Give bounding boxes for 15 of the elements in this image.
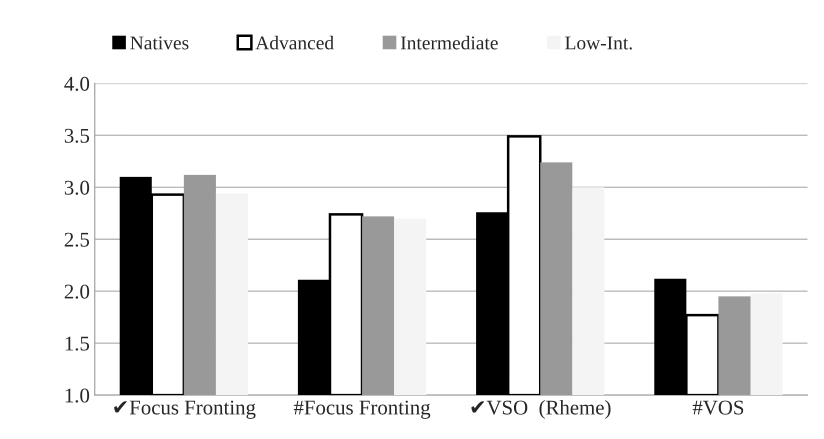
x-tick-label: ✔VSO (Rheme) <box>471 400 611 419</box>
legend-label: Natives <box>130 36 188 50</box>
legend-label: Intermediate <box>400 36 498 50</box>
y-tick-label: 1.5 <box>66 336 90 351</box>
x-tick-label: ✔Focus Fronting <box>114 400 256 419</box>
legend-label: Low-Int. <box>565 36 632 50</box>
x-tick-label: #VOS <box>692 400 744 415</box>
x-tick-label: #Focus Fronting <box>294 400 430 419</box>
y-tick-label: 4.0 <box>64 76 90 91</box>
y-tick-label: 3.0 <box>64 180 90 195</box>
y-tick-label: 1.0 <box>66 388 90 403</box>
legend-label: Advanced <box>255 36 334 50</box>
y-tick-label: 2.5 <box>64 232 90 247</box>
y-tick-label: 3.5 <box>64 128 90 143</box>
y-tick-label: 2.0 <box>64 284 90 299</box>
